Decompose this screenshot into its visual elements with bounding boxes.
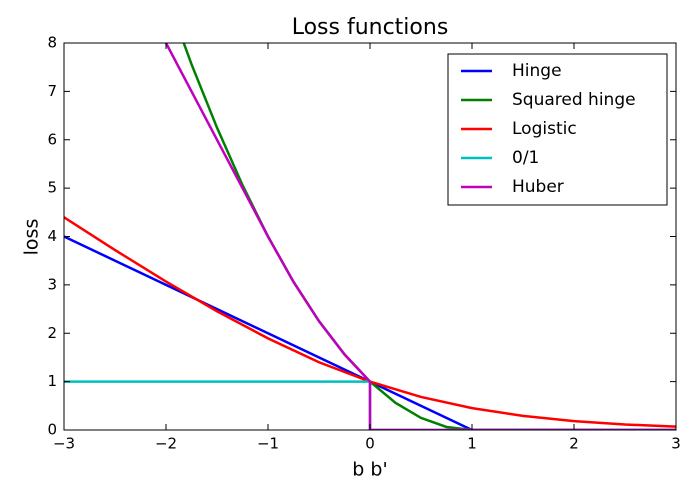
legend-label: Squared hinge xyxy=(512,90,636,110)
legend-label: 0/1 xyxy=(512,148,539,168)
y-tick-label: 1 xyxy=(47,372,57,390)
y-tick-label: 7 xyxy=(47,82,57,100)
legend-label: Logistic xyxy=(512,119,577,139)
y-tick-label: 8 xyxy=(47,34,57,52)
legend: Hinge Squared hinge Logistic 0/1 Huber xyxy=(447,53,668,206)
x-tick-label: 0 xyxy=(365,435,375,453)
y-tick-label: 2 xyxy=(47,324,57,342)
y-tick-label: 5 xyxy=(47,179,57,197)
legend-label: Huber xyxy=(512,177,564,197)
chart-title: Loss functions xyxy=(292,15,449,40)
x-tick-label: 1 xyxy=(467,435,477,453)
x-tick-label: 3 xyxy=(671,435,681,453)
x-tick-label: −1 xyxy=(257,435,279,453)
x-axis-label: b b' xyxy=(352,459,387,481)
y-tick-label: 0 xyxy=(47,421,57,439)
x-tick-label: −2 xyxy=(155,435,177,453)
y-tick-label: 4 xyxy=(47,227,57,245)
y-tick-label: 3 xyxy=(47,275,57,293)
x-tick-label: −3 xyxy=(53,435,75,453)
y-axis-label: loss xyxy=(21,219,43,256)
y-tick-label: 6 xyxy=(47,130,57,148)
legend-label: Hinge xyxy=(512,61,562,81)
series-line xyxy=(164,43,676,430)
x-tick-label: 2 xyxy=(569,435,579,453)
plot-lines xyxy=(64,43,676,430)
